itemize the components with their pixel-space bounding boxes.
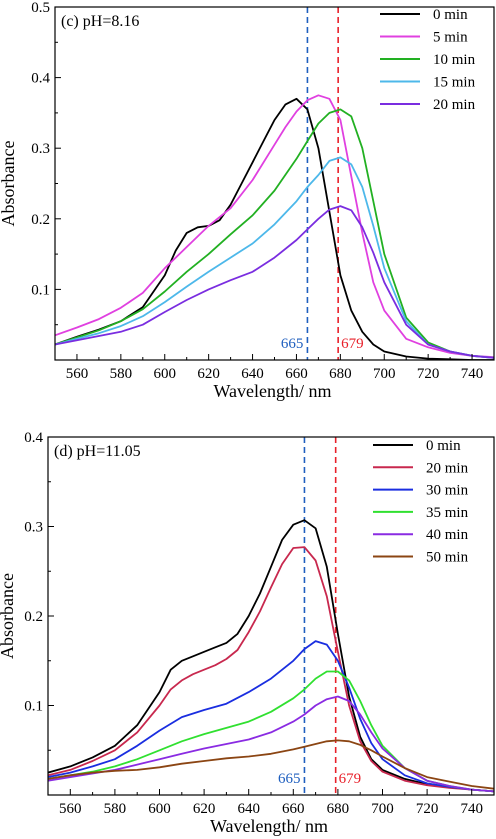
x-axis-label: Wavelength/ nm — [213, 381, 331, 401]
y-tick-label: 0.2 — [24, 609, 43, 625]
x-tick-label: 580 — [110, 366, 133, 382]
series-line-50-min — [48, 739, 494, 790]
chart-panel-c: 665 679 560 580 600 620 640 660 680 700 720 740 0.1 0… — [0, 0, 495, 401]
y-tick-label: 0.3 — [24, 520, 43, 536]
x-tick-label: 620 — [197, 366, 220, 382]
legend: 0 min 5 min 10 min 15 min 20 min — [380, 7, 476, 113]
x-tick-label: 740 — [461, 366, 484, 382]
x-tick-label: 680 — [327, 801, 350, 817]
legend-label: 5 min — [433, 30, 468, 46]
legend-label: 50 min — [426, 550, 469, 566]
y-tick-label: 0.3 — [31, 141, 50, 157]
legend-label: 0 min — [426, 438, 461, 454]
x-tick-label: 700 — [373, 366, 396, 382]
x-tick-label: 600 — [154, 366, 177, 382]
x-tick-label: 600 — [148, 801, 171, 817]
x-tick-label: 640 — [241, 366, 264, 382]
panel-label: (c) pH=8.16 — [61, 13, 139, 30]
x-tick-label: 560 — [66, 366, 89, 382]
x-tick-label: 680 — [329, 366, 352, 382]
series-line-0-min — [48, 519, 494, 793]
series-line-20-min — [55, 205, 494, 359]
legend-label: 35 min — [426, 505, 469, 521]
legend-label: 30 min — [426, 483, 469, 499]
series-line-20-min — [48, 546, 494, 793]
series-line-30-min — [48, 640, 494, 793]
x-tick-label: 720 — [416, 801, 439, 817]
chart-panel-d: 665 679 560 580 600 620 640 660 680 700 720 740 0.1 0… — [0, 430, 495, 836]
legend-label: 20 min — [433, 97, 476, 113]
series-line-5-min — [55, 94, 494, 359]
x-tick-label: 700 — [371, 801, 394, 817]
x-tick-label: 720 — [417, 366, 440, 382]
y-tick-label: 0.2 — [31, 212, 50, 228]
x-tick-label: 660 — [285, 366, 308, 382]
legend-label: 15 min — [433, 75, 476, 91]
y-tick-label: 0.5 — [31, 0, 50, 16]
reference-line-label: 679 — [341, 336, 364, 352]
reference-line-label: 665 — [278, 771, 301, 787]
legend-label: 10 min — [433, 52, 476, 68]
x-axis-label: Wavelength/ nm — [210, 816, 328, 836]
x-tick-label: 560 — [59, 801, 82, 817]
legend-label: 40 min — [426, 527, 469, 543]
y-axis-label: Absorbance — [0, 141, 18, 227]
y-axis-label: Absorbance — [0, 573, 17, 659]
x-tick-label: 740 — [460, 801, 483, 817]
panel-label: (d) pH=11.05 — [54, 443, 141, 460]
series-line-0-min — [55, 97, 494, 360]
y-tick-label: 0.4 — [24, 430, 43, 446]
series-line-15-min — [55, 156, 494, 359]
x-tick-label: 620 — [193, 801, 216, 817]
y-tick-label: 0.1 — [24, 699, 43, 715]
y-tick-label: 0.4 — [31, 71, 50, 87]
legend-label: 20 min — [426, 460, 469, 476]
reference-line-label: 665 — [281, 336, 304, 352]
x-tick-label: 660 — [282, 801, 305, 817]
y-tick-label: 0.1 — [31, 282, 50, 298]
series-line-10-min — [55, 108, 494, 359]
legend-label: 0 min — [433, 7, 468, 23]
reference-line-label: 679 — [339, 771, 362, 787]
x-tick-label: 580 — [104, 801, 127, 817]
legend: 0 min 20 min 30 min 35 min 40 min 50 min — [373, 438, 469, 566]
x-tick-label: 640 — [237, 801, 260, 817]
